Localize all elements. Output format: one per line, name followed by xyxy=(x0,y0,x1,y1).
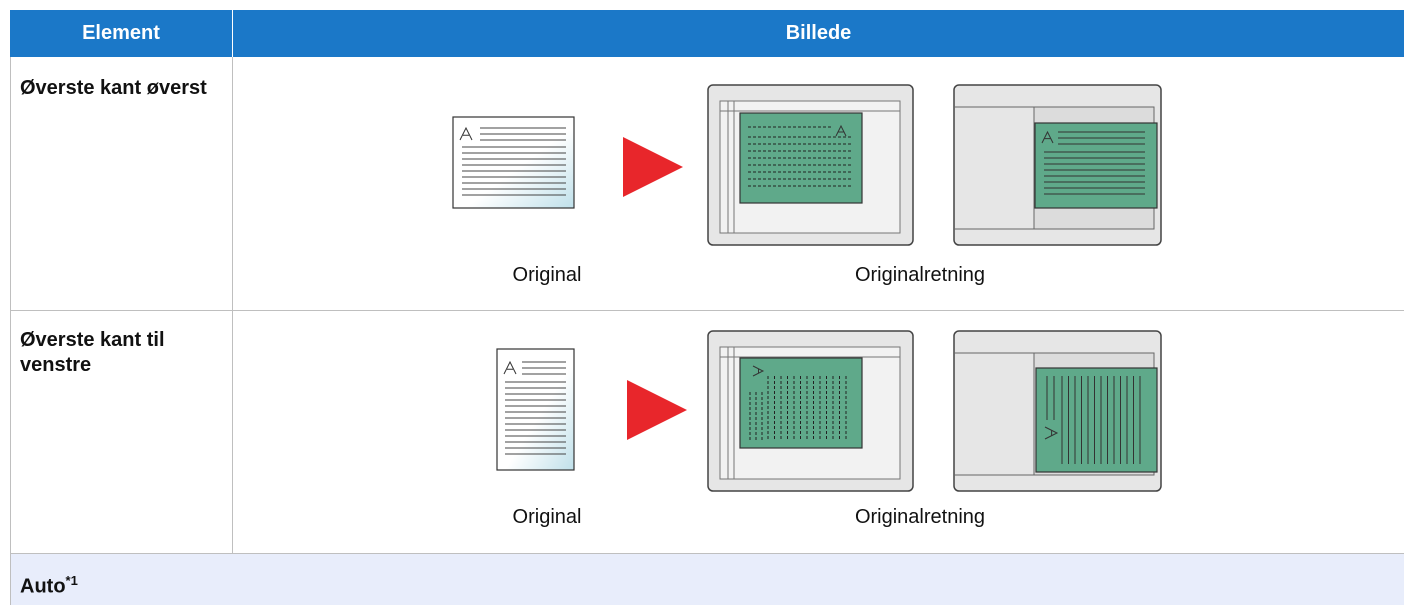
glyph xyxy=(835,124,847,137)
glyph xyxy=(1044,426,1059,440)
row-label: Øverste kant øverst xyxy=(20,77,207,99)
footer-text: Auto xyxy=(20,575,66,598)
arrow xyxy=(627,380,687,440)
footer-row xyxy=(10,553,1404,605)
caption: Originalretning xyxy=(854,264,986,286)
caption: Original xyxy=(512,506,582,528)
page xyxy=(1035,367,1158,473)
header-cell: Billede xyxy=(233,10,1404,57)
footnote-mark: *1 xyxy=(65,573,78,588)
border xyxy=(10,553,1404,554)
header-cell: Element xyxy=(10,10,232,57)
border xyxy=(10,57,11,605)
document xyxy=(452,116,575,209)
page xyxy=(1034,122,1158,209)
border xyxy=(232,57,233,553)
glyph xyxy=(503,360,517,375)
glyph xyxy=(459,126,473,141)
footer-label: Auto*1 xyxy=(20,568,78,600)
glyph xyxy=(1041,130,1054,144)
caption: Originalretning xyxy=(854,506,986,528)
row-label: Øverste kant til venstre xyxy=(20,329,165,376)
glyph xyxy=(752,365,765,377)
arrow xyxy=(623,137,683,197)
border xyxy=(10,310,1404,311)
caption: Original xyxy=(512,264,582,286)
document xyxy=(496,348,575,471)
